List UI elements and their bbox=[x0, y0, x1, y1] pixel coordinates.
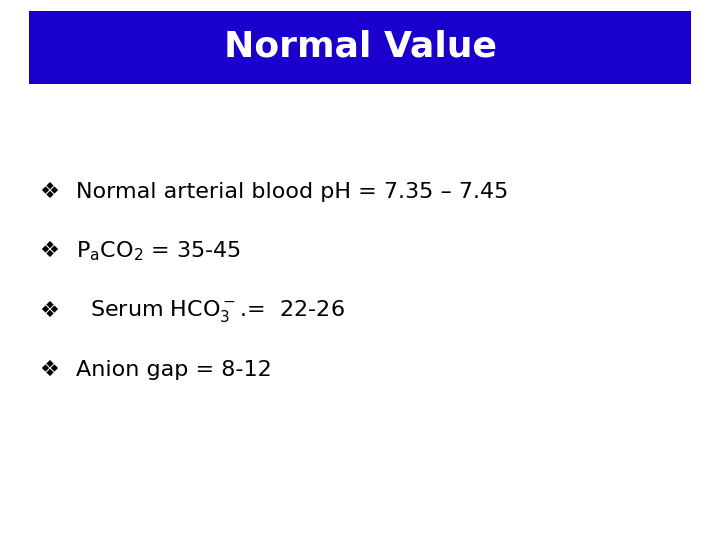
FancyBboxPatch shape bbox=[29, 11, 691, 84]
Text: Anion gap = 8-12: Anion gap = 8-12 bbox=[76, 360, 271, 380]
Text: $\mathregular{P_aCO_2}$ = 35-45: $\mathregular{P_aCO_2}$ = 35-45 bbox=[76, 239, 240, 263]
Text: Serum $\mathregular{HCO_3^-}$.=  22-26: Serum $\mathregular{HCO_3^-}$.= 22-26 bbox=[76, 298, 344, 323]
Text: Normal arterial blood pH = 7.35 – 7.45: Normal arterial blood pH = 7.35 – 7.45 bbox=[76, 181, 508, 202]
Text: ❖: ❖ bbox=[40, 300, 74, 321]
Text: ❖: ❖ bbox=[40, 360, 60, 380]
Text: ❖: ❖ bbox=[40, 241, 67, 261]
Text: Normal Value: Normal Value bbox=[223, 30, 497, 64]
Text: ❖: ❖ bbox=[40, 181, 60, 202]
